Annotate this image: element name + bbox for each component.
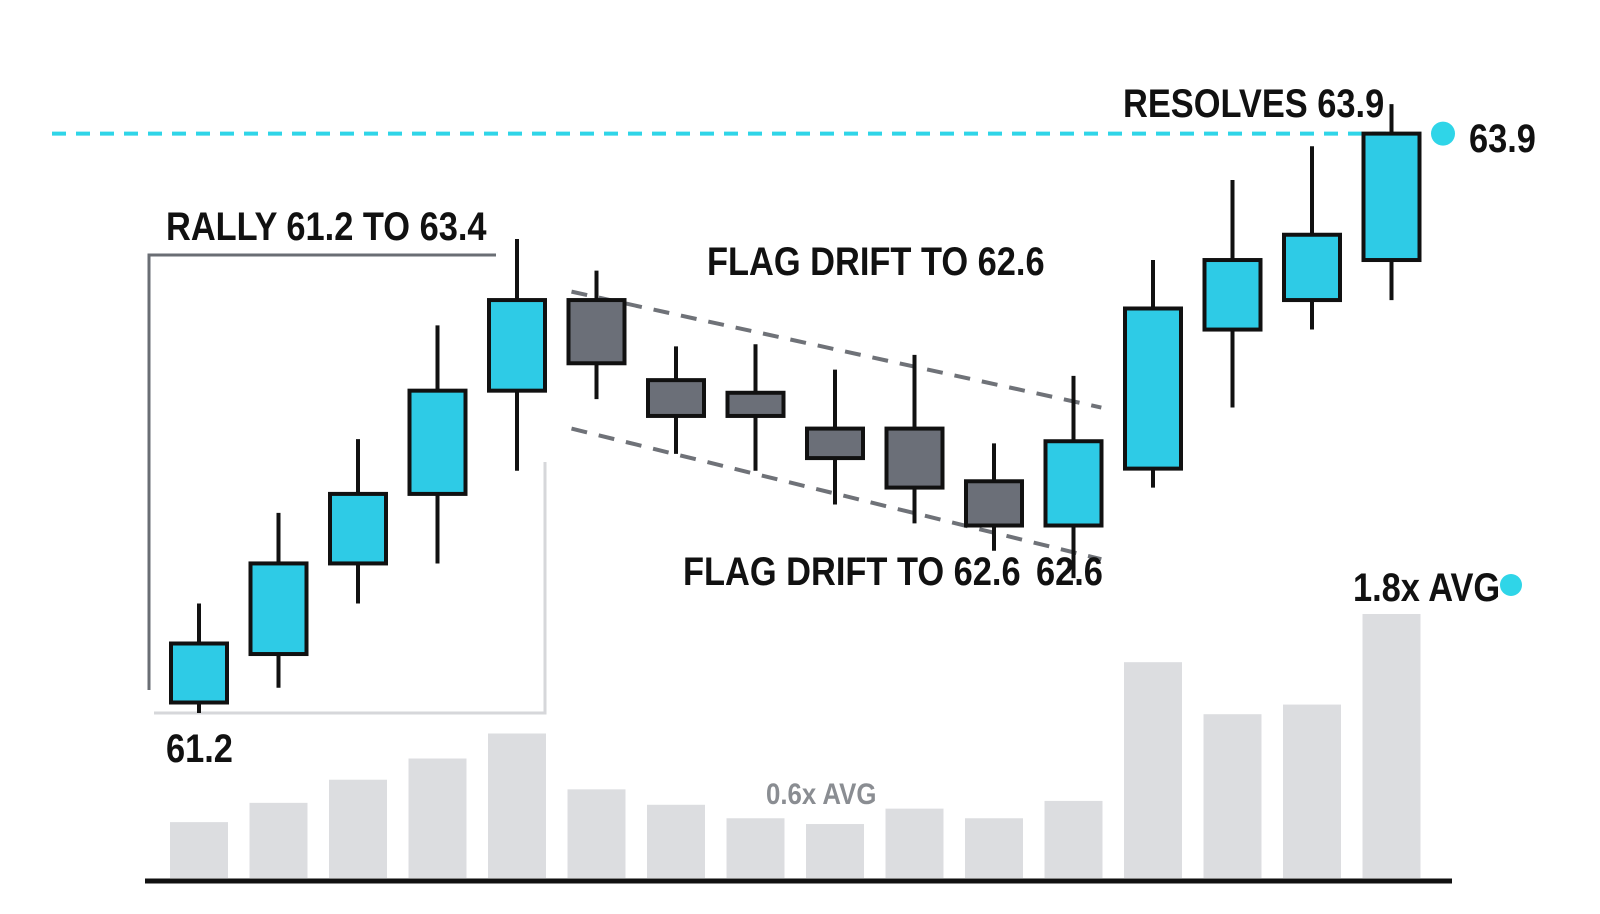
- candle-body: [407, 388, 468, 496]
- candle-body: [1361, 131, 1422, 263]
- candle-body: [805, 426, 865, 461]
- candles: [169, 104, 1422, 714]
- candle: [1043, 375, 1104, 579]
- rally-bracket-lower-line: [154, 462, 547, 715]
- candle: [1361, 104, 1422, 301]
- candle: [169, 603, 229, 714]
- volume-bar: [567, 789, 626, 878]
- volume-bar: [965, 818, 1023, 878]
- resistance-level: [52, 121, 1455, 146]
- candle-body: [646, 378, 706, 418]
- volume-low-label: 0.6x AVG: [766, 777, 876, 810]
- candle: [407, 325, 468, 564]
- rally-bracket-line: [147, 253, 496, 690]
- candle-body: [1202, 258, 1263, 332]
- candle-body: [566, 298, 627, 366]
- volume-bar: [647, 804, 705, 878]
- candle: [1202, 179, 1263, 408]
- volume-bar: [1283, 704, 1341, 878]
- volume-bar: [1362, 614, 1421, 878]
- candle-body: [169, 641, 229, 705]
- candle-body: [487, 298, 547, 393]
- candle-body: [1123, 306, 1183, 471]
- candle-body: [884, 426, 945, 490]
- volume-bar: [1203, 714, 1262, 878]
- candle-body: [328, 491, 388, 566]
- candle: [1123, 260, 1183, 488]
- volume-bars: [170, 614, 1421, 878]
- flag-value-label: 62.6: [1036, 549, 1103, 594]
- volume-bar: [488, 733, 546, 878]
- candle: [725, 344, 786, 471]
- candle: [566, 270, 627, 400]
- candle: [884, 354, 945, 524]
- rally-label: RALLY 61.2 TO 63.4: [166, 204, 487, 249]
- candle: [328, 439, 388, 604]
- volume-bar: [1044, 800, 1103, 878]
- candle: [646, 346, 706, 454]
- volume-bar: [170, 822, 228, 878]
- candle-body: [964, 479, 1024, 528]
- rally-bracket: [147, 253, 547, 715]
- volume-bar: [1124, 662, 1182, 878]
- candle: [487, 238, 547, 471]
- resistance-level-marker: [1431, 121, 1455, 146]
- volume-bar: [885, 808, 944, 878]
- candle-body: [1043, 439, 1104, 528]
- candle-body: [1282, 232, 1342, 303]
- candle-body: [248, 561, 309, 657]
- start-value-label: 61.2: [166, 726, 233, 771]
- flag-upper-label: FLAG DRIFT TO 62.6: [707, 239, 1045, 284]
- volume-bar: [726, 818, 785, 878]
- candle: [1282, 146, 1342, 330]
- volume-bar: [806, 824, 864, 878]
- resolves-label: RESOLVES 63.9: [1123, 81, 1384, 126]
- candle-body: [725, 390, 786, 418]
- volume-high-marker: [1500, 574, 1522, 596]
- volume-bar: [329, 779, 387, 878]
- flag-lower-label: FLAG DRIFT TO 62.6: [683, 549, 1021, 594]
- volume-high-label: 1.8x AVG: [1353, 565, 1500, 610]
- flag-channel: [571, 289, 1102, 562]
- flag-channel-lower-line: [571, 426, 1102, 562]
- candle: [964, 443, 1024, 551]
- level-value-label: 63.9: [1469, 116, 1536, 161]
- candle: [805, 369, 865, 505]
- volume-bar: [249, 802, 308, 878]
- flag-channel-upper-line: [571, 289, 1102, 410]
- candle: [248, 512, 309, 688]
- volume-bar: [408, 758, 467, 878]
